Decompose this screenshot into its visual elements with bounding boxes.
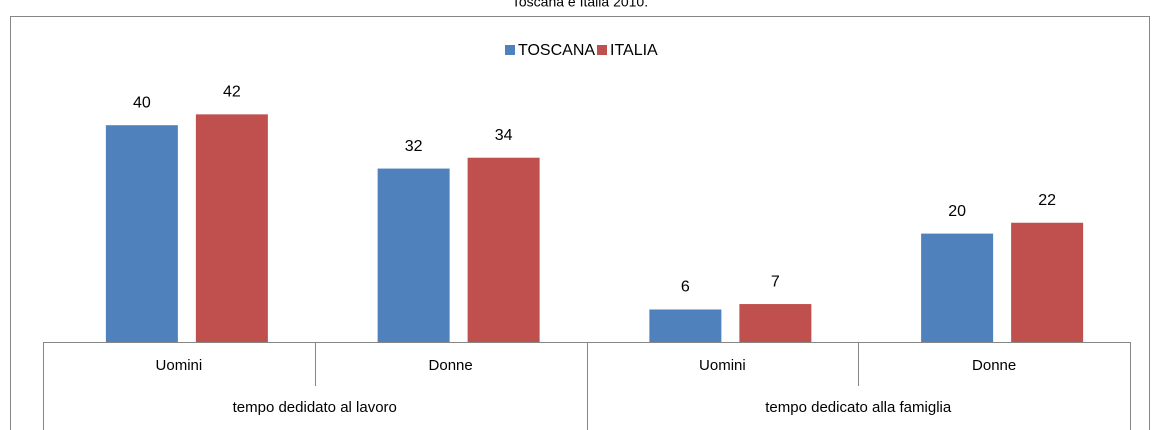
data-label: 42 bbox=[223, 84, 241, 101]
bar bbox=[739, 304, 812, 342]
data-label: 32 bbox=[405, 138, 423, 155]
bar bbox=[195, 114, 268, 342]
bar bbox=[921, 233, 994, 342]
bar bbox=[649, 309, 722, 342]
chart-title: Toscana e Italia 2010. bbox=[512, 0, 648, 10]
x-tick-label: Uomini bbox=[699, 357, 746, 374]
bar bbox=[105, 125, 178, 342]
x-tick-label: Uomini bbox=[156, 357, 203, 374]
data-label: 7 bbox=[771, 273, 780, 290]
legend-label: TOSCANA bbox=[518, 42, 595, 59]
bar bbox=[377, 168, 450, 342]
chart-frame bbox=[10, 16, 1150, 430]
data-label: 22 bbox=[1038, 192, 1056, 209]
legend-swatch bbox=[597, 45, 607, 55]
legend-label: ITALIA bbox=[610, 42, 658, 59]
x-tick-label: Donne bbox=[429, 357, 473, 374]
bar bbox=[467, 157, 540, 342]
data-label: 6 bbox=[681, 279, 690, 296]
legend-swatch bbox=[505, 45, 515, 55]
data-label: 20 bbox=[948, 203, 966, 220]
x-tick-label: Donne bbox=[972, 357, 1016, 374]
bar bbox=[1011, 222, 1084, 342]
group-label: tempo dedidato al lavoro bbox=[233, 399, 397, 416]
data-label: 40 bbox=[133, 94, 151, 111]
group-label: tempo dedicato alla famiglia bbox=[765, 399, 952, 416]
data-label: 34 bbox=[495, 127, 513, 144]
